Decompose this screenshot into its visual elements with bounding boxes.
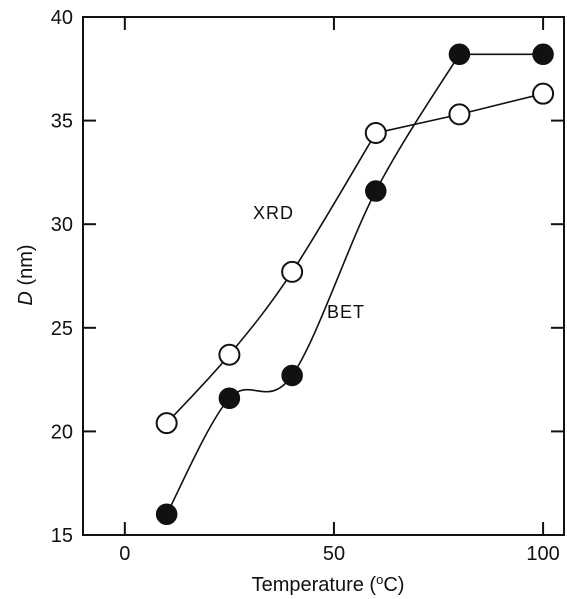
data-point-xrd [364, 122, 387, 145]
x-ticks: 0 50 100 [119, 17, 560, 565]
y-tick-label: 35 [51, 111, 73, 133]
y-tick-label: 40 [51, 7, 73, 29]
x-tick-label: 0 [119, 543, 130, 565]
x-tick-label: 100 [526, 543, 559, 565]
data-point-xrd [532, 82, 555, 105]
plot-border [82, 16, 565, 536]
y-tick-label: 15 [51, 525, 73, 547]
data-point-xrd [218, 343, 241, 366]
data-point-xrd [155, 412, 178, 435]
y-tick-label: 30 [51, 214, 73, 236]
series-markers [155, 43, 555, 526]
data-point-xrd [281, 260, 304, 283]
data-point-bet [155, 503, 178, 526]
y-tick-label: 20 [51, 421, 73, 443]
y-tick-label: 25 [51, 318, 73, 340]
series-label-bet: BET [327, 302, 365, 322]
series-line-xrd [166, 132, 377, 424]
series-labels: XRD BET [253, 203, 365, 322]
series-lines [165, 53, 544, 515]
data-point-xrd [448, 103, 471, 126]
data-point-bet [448, 43, 471, 66]
plot-frame [82, 16, 565, 536]
series-line-bet [165, 53, 461, 515]
data-point-bet [281, 364, 303, 387]
y-ticks: 15 20 25 30 35 40 [51, 7, 564, 547]
x-tick-label: 50 [323, 543, 345, 565]
data-point-bet [218, 387, 241, 409]
data-point-bet [532, 43, 554, 66]
data-point-bet [365, 180, 387, 202]
series-label-xrd: XRD [253, 203, 294, 223]
y-axis-label: D (nm) [15, 244, 37, 305]
x-axis-label: Temperature (oC) [252, 572, 405, 597]
